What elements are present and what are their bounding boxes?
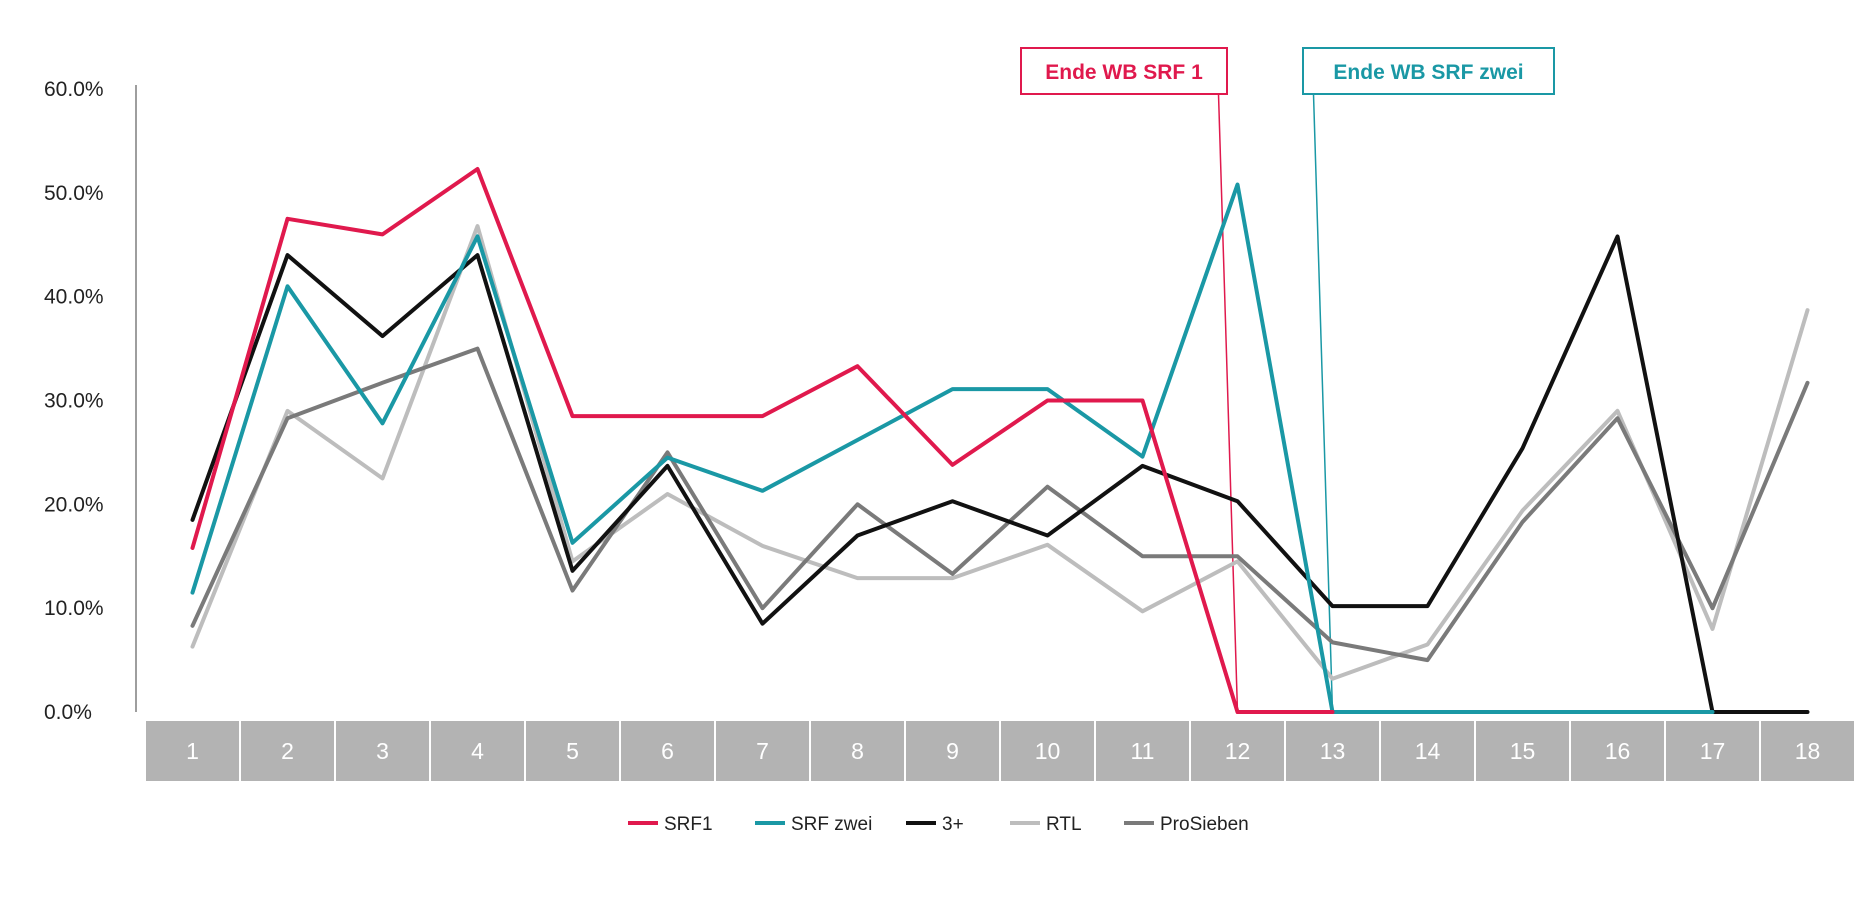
- x-tick-label: 7: [756, 738, 769, 764]
- x-tick-box: [621, 721, 714, 781]
- y-tick-label: 10.0%: [44, 597, 104, 620]
- legend-label: SRF zwei: [791, 814, 872, 835]
- x-tick-label: 2: [281, 738, 294, 764]
- y-tick-label: 60.0%: [44, 78, 104, 101]
- y-tick-label: 40.0%: [44, 286, 104, 309]
- x-tick-label: 16: [1605, 738, 1631, 764]
- x-tick-label: 14: [1415, 738, 1441, 764]
- x-tick-box: [1476, 721, 1569, 781]
- x-tick-label: 9: [946, 738, 959, 764]
- x-tick-box: [526, 721, 619, 781]
- annotation-box: [1302, 47, 1555, 95]
- x-tick-box: [1571, 721, 1664, 781]
- x-tick-box: [1761, 721, 1854, 781]
- series-line-srf1: [190, 167, 1335, 714]
- legend-label: SRF1: [664, 814, 713, 835]
- x-tick-box: [1096, 721, 1189, 781]
- x-tick-box: [1286, 721, 1379, 781]
- x-tick-box: [906, 721, 999, 781]
- x-tick-label: 17: [1700, 738, 1726, 764]
- x-tick-label: 11: [1131, 738, 1155, 764]
- annotation-label: Ende WB SRF 1: [1045, 61, 1203, 84]
- x-tick-box: [1191, 721, 1284, 781]
- y-tick-label: 30.0%: [44, 390, 104, 413]
- x-tick-label: 5: [566, 738, 579, 764]
- annotation-line: [1217, 93, 1239, 713]
- y-tick-label: 50.0%: [44, 182, 104, 205]
- annotation-line: [1312, 93, 1334, 713]
- x-tick-box: [1666, 721, 1759, 781]
- series-line-prosieben: [190, 346, 1810, 663]
- x-tick-label: 13: [1320, 738, 1346, 764]
- x-tick-box: [716, 721, 809, 781]
- x-tick-box: [1381, 721, 1474, 781]
- x-tick-label: 12: [1225, 738, 1251, 764]
- x-tick-box: [336, 721, 429, 781]
- y-tick-label: 0.0%: [44, 701, 92, 724]
- x-tick-label: 8: [851, 738, 864, 764]
- x-tick-box: [241, 721, 334, 781]
- legend-label: RTL: [1046, 814, 1082, 835]
- x-tick-box: [431, 721, 524, 781]
- x-tick-label: 4: [471, 738, 484, 764]
- legend-label: ProSieben: [1160, 814, 1249, 835]
- annotation-label: Ende WB SRF zwei: [1333, 61, 1523, 84]
- x-tick-box: [1001, 721, 1094, 781]
- y-tick-label: 20.0%: [44, 493, 104, 516]
- x-tick-label: 10: [1035, 738, 1061, 764]
- x-tick-box: [146, 721, 239, 781]
- x-tick-box: [811, 721, 904, 781]
- series-line-srf-zwei: [190, 182, 1715, 714]
- x-tick-label: 6: [661, 738, 674, 764]
- x-tick-label: 1: [186, 738, 199, 764]
- x-tick-label: 3: [376, 738, 389, 764]
- x-tick-label: 18: [1795, 738, 1821, 764]
- annotation-box: [1020, 47, 1228, 95]
- legend-label: 3+: [942, 814, 964, 835]
- x-tick-label: 15: [1510, 738, 1536, 764]
